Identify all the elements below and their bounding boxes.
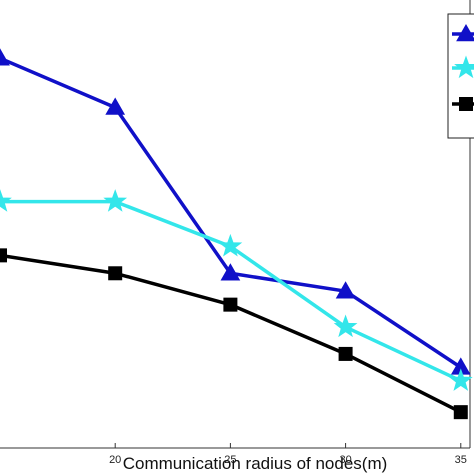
x-axis-title: Communication radius of nodes(m) xyxy=(123,454,388,473)
data-point-square xyxy=(108,266,123,281)
series-layer xyxy=(0,48,473,420)
legend-marker-square xyxy=(459,97,473,111)
data-point-star xyxy=(0,189,12,212)
data-point-star xyxy=(103,189,128,212)
x-tick-label: 20 xyxy=(109,454,121,466)
data-point-triangle xyxy=(105,97,126,115)
x-tick-label: 25 xyxy=(224,454,236,466)
data-point-triangle xyxy=(335,281,356,299)
data-point-square xyxy=(223,297,238,312)
data-point-star xyxy=(448,368,473,391)
data-point-square xyxy=(0,248,7,263)
legend-marker-triangle xyxy=(456,23,474,42)
plot-area xyxy=(0,0,470,448)
legend xyxy=(447,13,474,139)
data-point-square xyxy=(338,346,353,361)
data-point-triangle xyxy=(220,263,241,281)
data-point-square xyxy=(453,405,468,420)
data-point-triangle xyxy=(0,48,10,66)
data-point-star xyxy=(218,233,243,257)
x-ticks: 20 25 30 35 xyxy=(109,443,467,466)
x-tick-label: 30 xyxy=(339,454,351,466)
data-point-star xyxy=(333,314,358,338)
x-tick-label: 35 xyxy=(455,454,467,466)
